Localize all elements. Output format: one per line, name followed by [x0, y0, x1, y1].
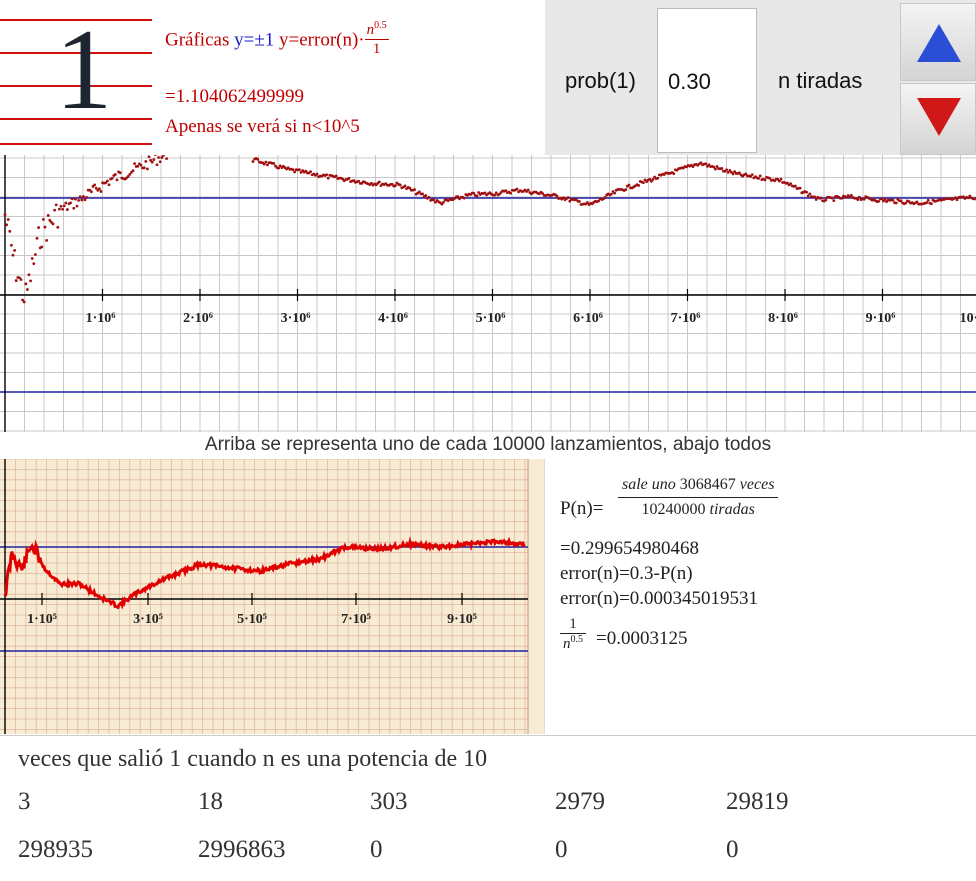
- chart-caption: Arriba se representa uno de cada 10000 l…: [204, 434, 772, 455]
- tick-label: 3·10⁶: [281, 311, 311, 326]
- table-cell: 0: [370, 836, 383, 863]
- tick-label: 4·10⁶: [378, 311, 408, 326]
- control-panel: prob(1) 0.30 n tiradas: [545, 0, 976, 155]
- p-formula: P(n)= sale uno 3068467 veces 10240000 ti…: [560, 470, 970, 535]
- p-label: P(n)=: [560, 498, 604, 519]
- tick-label: 6·10⁶: [573, 311, 603, 326]
- tick-label: 10·10⁶: [960, 311, 976, 326]
- table-cell: 2996863: [198, 836, 286, 863]
- graficas-label: Gráficas: [165, 29, 230, 51]
- prob-input-value: 0.30: [668, 69, 711, 94]
- legend-warning: Apenas se verá si n<10^5: [165, 116, 360, 137]
- stats-panel: P(n)= sale uno 3068467 veces 10240000 ti…: [560, 470, 970, 666]
- line-indicator-icon: [0, 19, 152, 145]
- bottom-error-chart: 1·10⁵ 3·10⁵ 5·10⁵ 7·10⁵ 9·10⁵: [0, 459, 545, 734]
- powers-table: veces que salió 1 cuando n es una potenc…: [0, 735, 976, 881]
- triangle-down-icon: [917, 98, 961, 136]
- tick-label: 3·10⁵: [133, 612, 163, 627]
- inverse-sqrt: 1 n0.5 =0.0003125: [560, 616, 970, 666]
- tick-label: 1·10⁶: [86, 311, 116, 326]
- table-cell: 0: [726, 836, 739, 863]
- graph-legend-panel: 1 Gráficas y=±1 y=error(n)· n0.5 1 =1.1040…: [0, 0, 545, 155]
- legend-value: =1.104062499999: [165, 86, 304, 107]
- n-tiradas-label: n tiradas: [778, 68, 863, 93]
- tick-label: 7·10⁵: [341, 612, 371, 627]
- table-title: veces que salió 1 cuando n es una potenc…: [18, 746, 488, 772]
- legend-formula: Gráficas y=±1 y=error(n)· n0.5 1: [165, 20, 389, 60]
- tick-label: 5·10⁵: [237, 612, 267, 627]
- p-value: =0.299654980468: [560, 538, 699, 559]
- decrease-button[interactable]: [900, 83, 976, 155]
- error-trace: [3, 536, 526, 610]
- triangle-up-icon: [917, 24, 961, 62]
- legend-exponent-fraction: n0.5 1: [364, 20, 389, 57]
- table-cell: 0: [555, 836, 568, 863]
- legend-y-error: y=error(n)·: [279, 29, 365, 51]
- table-cell: 303: [370, 788, 408, 815]
- tick-label: 2·10⁶: [183, 311, 213, 326]
- top-error-chart: 1·10⁶ 2·10⁶ 3·10⁶ 4·10⁶ 5·10⁶ 6·10⁶ 7·10⁶ 8·10⁶…: [0, 155, 976, 432]
- big-digit: 1: [55, 6, 113, 133]
- prob-input[interactable]: 0.30: [657, 8, 757, 153]
- p-fraction: sale uno 3068467 veces 10240000 tiradas: [618, 476, 779, 519]
- table-cell: 3: [18, 788, 31, 815]
- table-cell: 298935: [18, 836, 93, 863]
- tick-label: 1·10⁵: [27, 612, 57, 627]
- tick-label: 9·10⁶: [866, 311, 896, 326]
- tick-label: 7·10⁶: [671, 311, 701, 326]
- table-cell: 2979: [555, 788, 605, 815]
- inverse-value: =0.0003125: [596, 628, 688, 649]
- legend-y-pm-one: y=±1: [234, 29, 275, 51]
- tick-label: 9·10⁵: [447, 612, 477, 627]
- tick-label: 5·10⁶: [476, 311, 506, 326]
- error-value: error(n)=0.000345019531: [560, 588, 759, 609]
- error-definition: error(n)=0.3-P(n): [560, 563, 693, 584]
- prob-label: prob(1): [565, 68, 636, 93]
- tick-label: 8·10⁶: [768, 311, 798, 326]
- increase-button[interactable]: [900, 3, 976, 81]
- table-cell: 18: [198, 788, 223, 815]
- table-cell: 29819: [726, 788, 789, 815]
